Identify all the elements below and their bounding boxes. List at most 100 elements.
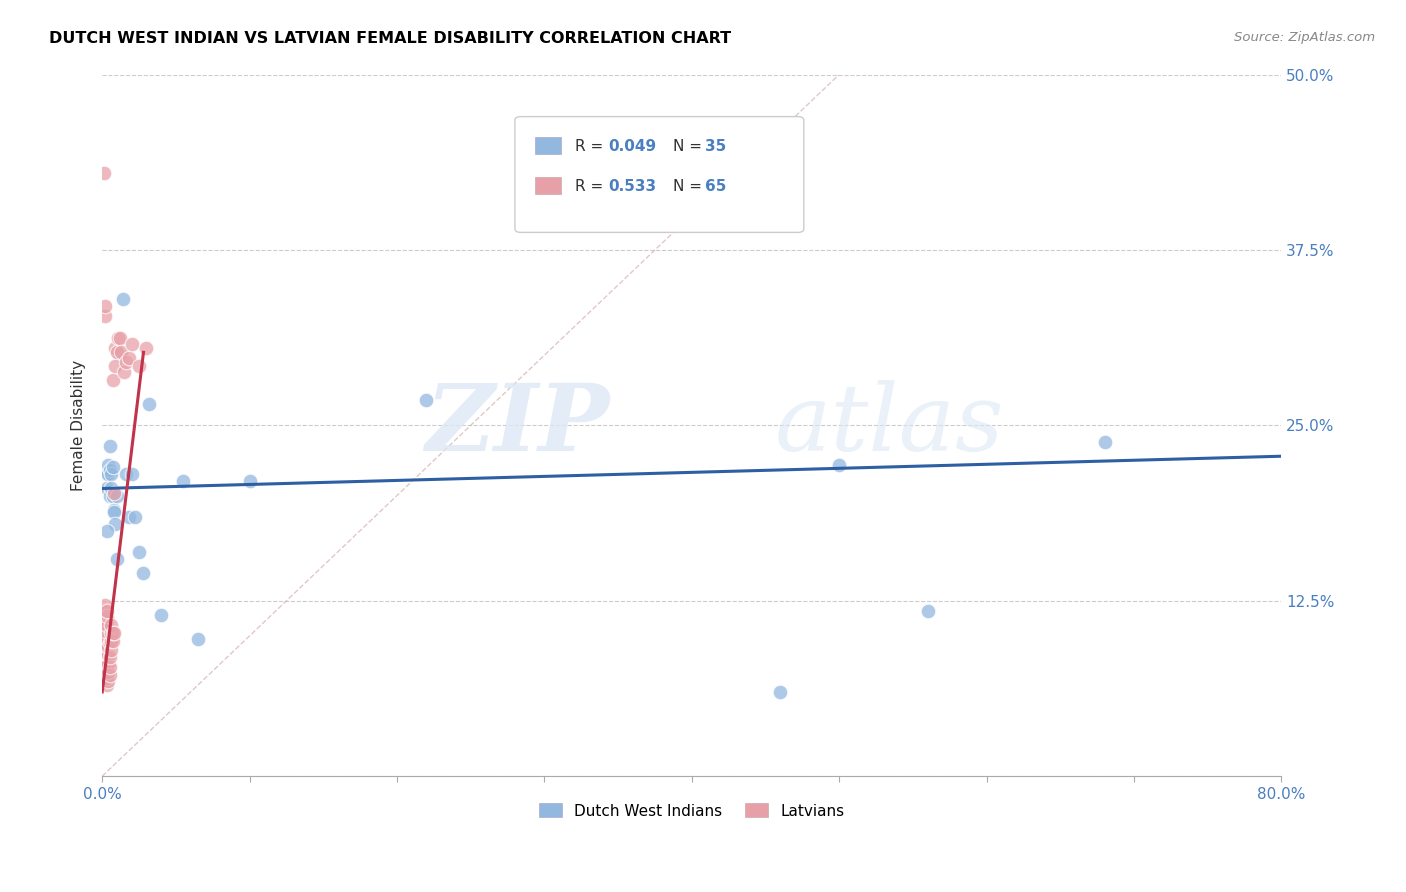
Y-axis label: Female Disability: Female Disability <box>72 359 86 491</box>
Point <box>93 649 115 664</box>
Point <box>101 374 124 388</box>
FancyBboxPatch shape <box>515 117 804 233</box>
Point <box>94 654 117 668</box>
Point <box>124 509 146 524</box>
Point <box>93 629 115 643</box>
Point <box>150 607 173 622</box>
Point <box>132 566 155 580</box>
Point <box>93 646 115 660</box>
Point <box>97 648 120 663</box>
Point <box>111 292 134 306</box>
Point <box>101 489 124 503</box>
Point <box>97 640 120 654</box>
Point <box>100 467 122 482</box>
Point <box>769 685 792 699</box>
Point <box>104 341 127 355</box>
Point <box>103 502 125 516</box>
Point <box>100 617 122 632</box>
Point <box>128 359 150 374</box>
Point <box>107 331 129 345</box>
Point <box>94 309 117 323</box>
Point <box>98 659 121 673</box>
Point <box>135 341 157 355</box>
Point <box>103 626 125 640</box>
Point <box>97 657 120 671</box>
Point <box>96 524 118 538</box>
Point <box>97 458 120 472</box>
Point <box>98 668 121 682</box>
Point <box>112 365 135 379</box>
Point <box>114 467 136 482</box>
Point <box>105 489 128 503</box>
Bar <box>534 177 561 194</box>
Point <box>103 485 125 500</box>
Point <box>94 612 117 626</box>
Point <box>100 643 122 657</box>
Point <box>94 639 117 653</box>
Point <box>94 646 117 660</box>
Text: R =: R = <box>575 138 609 153</box>
Point <box>96 624 118 639</box>
Point <box>93 664 115 678</box>
Point <box>96 671 118 685</box>
Point <box>187 632 209 646</box>
Point <box>1094 435 1116 450</box>
Point <box>97 673 120 688</box>
Point <box>138 397 160 411</box>
Point <box>93 166 115 180</box>
Point <box>97 467 120 482</box>
Point <box>96 609 118 624</box>
Point <box>93 622 115 636</box>
Point <box>118 509 141 524</box>
Point <box>917 604 939 618</box>
Point <box>96 632 118 646</box>
Point <box>94 632 117 646</box>
Point <box>121 337 143 351</box>
Bar <box>534 136 561 153</box>
Point <box>121 467 143 482</box>
Point <box>96 678 118 692</box>
Point <box>98 489 121 503</box>
Point <box>96 482 118 496</box>
Text: N =: N = <box>673 138 707 153</box>
Point <box>100 482 122 496</box>
Point <box>96 639 118 653</box>
Point <box>96 654 118 668</box>
Point <box>828 458 851 472</box>
Point <box>101 634 124 648</box>
Point <box>101 626 124 640</box>
Point <box>101 460 124 475</box>
Text: 35: 35 <box>704 138 725 153</box>
Point <box>114 355 136 369</box>
Point <box>98 636 121 650</box>
Point <box>108 348 131 362</box>
Point <box>93 634 115 648</box>
Text: ZIP: ZIP <box>425 380 609 470</box>
Text: 65: 65 <box>704 178 725 194</box>
Point <box>93 671 115 685</box>
Point <box>415 393 437 408</box>
Text: 0.049: 0.049 <box>607 138 657 153</box>
Point <box>96 646 118 660</box>
Point <box>118 351 141 365</box>
Point <box>239 475 262 489</box>
Text: R =: R = <box>575 178 609 194</box>
Point <box>94 598 117 612</box>
Text: Source: ZipAtlas.com: Source: ZipAtlas.com <box>1234 31 1375 45</box>
Text: DUTCH WEST INDIAN VS LATVIAN FEMALE DISABILITY CORRELATION CHART: DUTCH WEST INDIAN VS LATVIAN FEMALE DISA… <box>49 31 731 46</box>
Point <box>96 664 118 678</box>
Point <box>94 659 117 673</box>
Point <box>96 604 118 618</box>
Point <box>94 604 117 618</box>
Text: atlas: atlas <box>775 380 1004 470</box>
Point <box>128 544 150 558</box>
Point <box>93 640 115 654</box>
Point <box>172 475 194 489</box>
Point <box>110 345 132 359</box>
Legend: Dutch West Indians, Latvians: Dutch West Indians, Latvians <box>533 797 851 825</box>
Point <box>104 516 127 531</box>
Point <box>100 626 122 640</box>
Text: N =: N = <box>673 178 707 194</box>
Point <box>98 649 121 664</box>
Point <box>94 673 117 688</box>
